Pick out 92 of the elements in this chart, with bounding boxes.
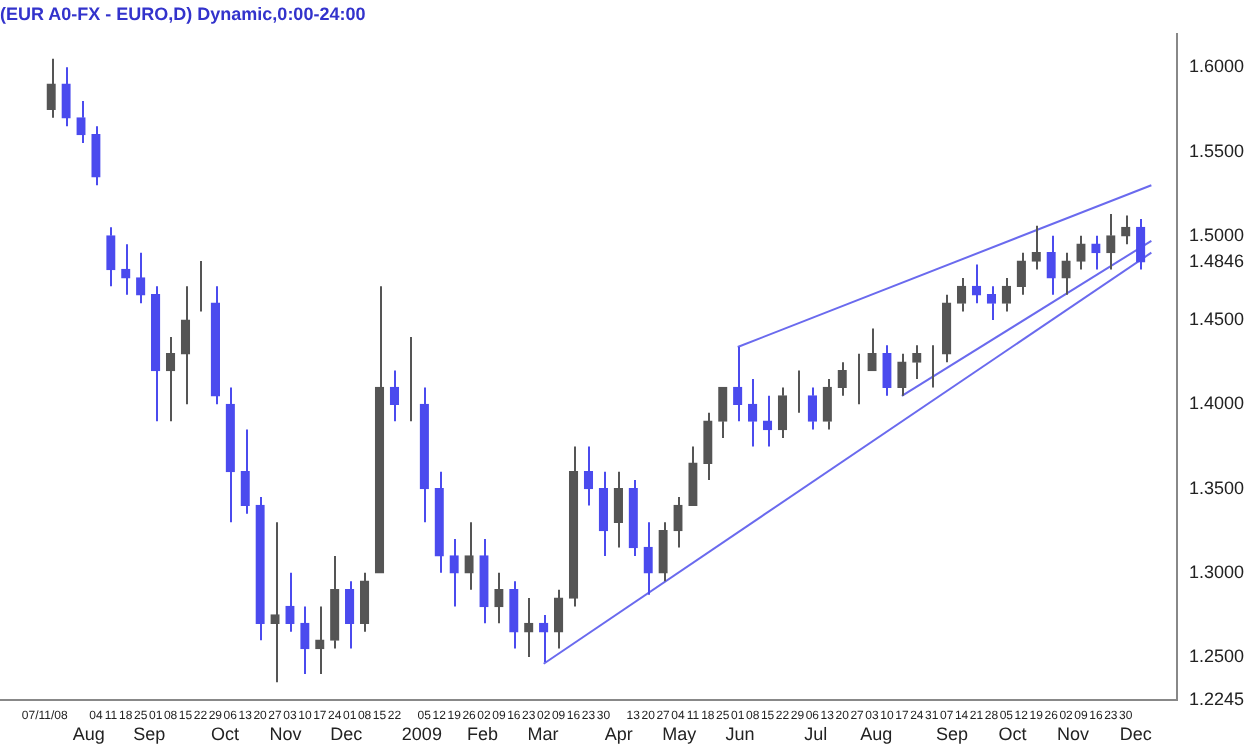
x2-tick-label: Jun: [725, 724, 755, 745]
candlestick: [46, 57, 56, 119]
candlestick: [106, 226, 116, 288]
candlestick: [180, 285, 191, 406]
candlestick: [1136, 217, 1146, 271]
x2-tick-label: Dec: [1119, 724, 1153, 745]
candlestick: [956, 276, 967, 313]
x2-tick-label: Dec: [330, 724, 364, 745]
candlestick: [91, 125, 101, 187]
candlestick: [389, 369, 400, 423]
y-tick-label: 1.4500: [1188, 309, 1245, 330]
candlestick: [1061, 251, 1071, 296]
candlestick: [553, 588, 564, 650]
x2-tick-label: 2009: [401, 724, 442, 745]
candlestick: [583, 445, 594, 507]
candlestick: [1076, 234, 1086, 271]
y-tick-label: 1.2245: [1188, 688, 1245, 709]
candlestick: [1091, 234, 1101, 271]
candlestick: [1001, 276, 1012, 313]
x2-tick-label: Nov: [1057, 724, 1091, 745]
candlestick: [419, 386, 429, 524]
candlestick: [374, 285, 385, 574]
candlestick: [822, 378, 832, 431]
candlestick: [210, 285, 221, 406]
chart-title: (EUR A0-FX - EURO,D) Dynamic,0:00-24:00: [0, 3, 366, 24]
candlestick: [285, 571, 295, 633]
candlestick: [598, 470, 609, 557]
candlestick: [270, 521, 280, 684]
candlestick: [240, 428, 250, 515]
candlestick: [494, 571, 504, 625]
candlestick: [150, 285, 161, 423]
x2-tick-label: Mar: [527, 724, 559, 745]
candlestick: [703, 411, 713, 482]
candlestick: [867, 327, 877, 372]
candlestick: [897, 352, 907, 397]
candlestick: [449, 538, 459, 608]
candlestick: [688, 445, 698, 507]
y-tick-label: 1.4846: [1188, 250, 1245, 271]
candlestick: [718, 386, 728, 439]
candlestick: [225, 386, 235, 524]
y-tick-label: 1.5000: [1188, 224, 1245, 245]
candlestick: [255, 495, 265, 642]
candlestick: [733, 346, 743, 423]
candlestick: [1046, 234, 1056, 296]
candlestick: [568, 445, 579, 608]
candlestick: [1106, 212, 1116, 271]
candlestick: [942, 293, 952, 364]
candlestick: [628, 479, 638, 557]
candlestick: [986, 285, 997, 322]
candlestick: [747, 378, 758, 448]
x2-tick-label: Oct: [998, 724, 1028, 745]
candlestick: [165, 335, 176, 423]
candlestick: [300, 605, 310, 675]
x2-tick-label: Sep: [935, 724, 968, 745]
candlestick: [1016, 251, 1026, 296]
x2-tick-label: Jul: [804, 724, 828, 745]
candlestick: [837, 361, 847, 397]
candlestick: [509, 580, 519, 650]
candlestick: [762, 394, 773, 448]
candlestick: [479, 538, 489, 625]
candlestick: [658, 521, 668, 583]
x2-tick-label: Aug: [860, 724, 893, 745]
y-tick-label: 1.3000: [1188, 561, 1245, 582]
x2-tick-label: Feb: [466, 724, 498, 745]
candlestick: [76, 100, 86, 145]
candlestick: [912, 344, 922, 381]
x2-tick-label: Apr: [604, 724, 633, 745]
candlestick: [434, 470, 444, 574]
candlestick: [807, 386, 818, 431]
candlestick: [359, 571, 370, 633]
candlestick: [777, 386, 788, 439]
x2-tick-label: Sep: [133, 724, 166, 745]
y-tick-label: 1.3500: [1188, 477, 1245, 498]
x2-tick-label: Aug: [72, 724, 105, 745]
candlestick: [121, 243, 131, 296]
y-tick-label: 1.6000: [1188, 56, 1245, 77]
y-tick-label: 1.5500: [1188, 140, 1245, 161]
candlestick: [136, 251, 146, 305]
y-tick-label: 1.4000: [1188, 393, 1245, 414]
x2-tick-label: May: [662, 724, 698, 745]
candlestick: [882, 344, 892, 397]
candlestick: [1031, 224, 1041, 271]
candlestick: [613, 470, 623, 549]
candlestick: [345, 580, 355, 650]
candlestick: [61, 66, 71, 128]
x2-tick-label: Nov: [269, 724, 303, 745]
x2-tick-label: Oct: [210, 724, 240, 745]
candlestick: [330, 554, 340, 650]
y-tick-label: 1.2500: [1188, 646, 1245, 666]
candlestick: [673, 495, 683, 549]
candlestick: [643, 521, 653, 596]
candlestick: [464, 521, 474, 591]
